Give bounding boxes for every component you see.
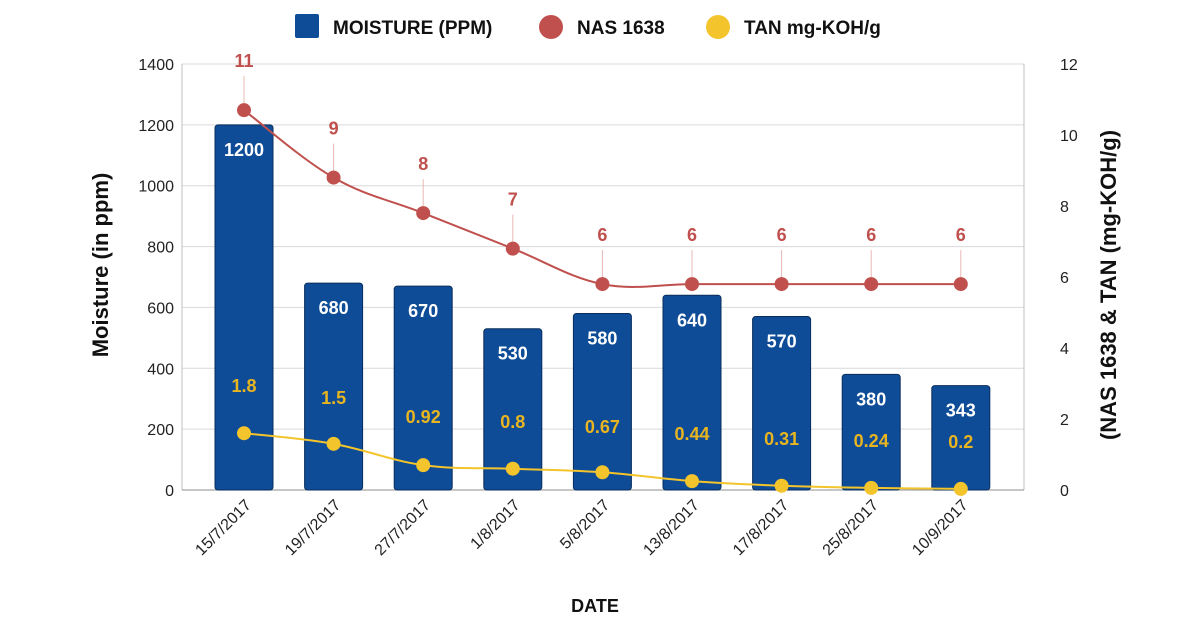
- tan-series: 1.8 1.5 0.92 0.8 0.67 0.44 0.31 0.24 0.2: [231, 376, 973, 496]
- tan-point: [326, 436, 341, 451]
- nas-point: [595, 277, 610, 292]
- legend-nas-label: NAS 1638: [577, 18, 665, 39]
- moisture-bar-label: 580: [587, 329, 617, 349]
- x-tick-label: 15/7/2017: [192, 497, 254, 559]
- x-tick-label: 25/8/2017: [820, 497, 882, 559]
- moisture-bar-label: 380: [856, 389, 886, 409]
- nas-data-label: 6: [687, 225, 697, 245]
- x-tick-label: 10/9/2017: [909, 497, 971, 559]
- x-tick-label: 1/8/2017: [468, 497, 524, 553]
- nas-point: [953, 277, 968, 292]
- tan-data-label: 0.92: [406, 407, 441, 427]
- nas-data-label: 6: [597, 225, 607, 245]
- tan-data-label: 0.2: [948, 432, 973, 452]
- nas-point: [416, 206, 431, 221]
- x-tick-label: 17/8/2017: [730, 497, 792, 559]
- moisture-bar: [393, 285, 453, 491]
- tan-data-label: 0.67: [585, 417, 620, 437]
- moisture-bars: 1200 680 670 530 580 640 570 380 343: [214, 124, 991, 491]
- legend-tan-swatch: [706, 15, 730, 39]
- moisture-bar-label: 570: [767, 332, 797, 352]
- tan-data-label: 0.8: [500, 412, 525, 432]
- moisture-bar-label: 680: [319, 298, 349, 318]
- moisture-bar: [304, 282, 364, 491]
- moisture-bar: [662, 294, 722, 491]
- moisture-bar-label: 1200: [224, 140, 264, 160]
- y2-tick-label: 2: [1060, 412, 1069, 429]
- moisture-bar-label: 343: [946, 401, 976, 421]
- legend-tan-label: TAN mg-KOH/g: [744, 18, 881, 39]
- legend-nas-swatch: [539, 15, 563, 39]
- y-tick-label: 0: [165, 483, 174, 500]
- moisture-bar-label: 670: [408, 301, 438, 321]
- nas-data-label: 6: [956, 225, 966, 245]
- y2-tick-label: 12: [1060, 57, 1078, 74]
- moisture-bar-label: 530: [498, 344, 528, 364]
- legend-moisture-swatch: [295, 14, 319, 38]
- nas-point: [774, 277, 789, 292]
- y-tick-label: 1400: [138, 57, 174, 74]
- nas-point: [237, 103, 251, 118]
- y-axis-title: Moisture (in ppm): [88, 173, 113, 358]
- nas-point: [505, 241, 520, 256]
- nas-data-label: 11: [234, 51, 253, 71]
- tan-data-label: 1.8: [231, 376, 256, 396]
- y2-axis-title: (NAS 1638 & TAN (mg-KOH/g): [1096, 130, 1121, 440]
- x-tick-label: 27/7/2017: [372, 497, 434, 559]
- tan-point: [595, 465, 610, 480]
- tan-point: [864, 480, 879, 495]
- tan-data-label: 0.24: [854, 431, 889, 451]
- nas-data-label: 6: [777, 225, 787, 245]
- tan-point: [416, 458, 431, 473]
- tan-data-label: 1.5: [321, 388, 346, 408]
- tan-point: [774, 478, 789, 493]
- moisture-bar: [572, 313, 632, 491]
- x-axis-title: DATE: [571, 596, 619, 616]
- tan-data-label: 0.44: [674, 424, 709, 444]
- x-tick-label: 13/8/2017: [640, 497, 702, 559]
- x-tick-label: 5/8/2017: [557, 497, 613, 553]
- tan-point: [505, 461, 520, 476]
- tan-point: [953, 481, 968, 496]
- nas-series: 11 9 8 7 6 6 6 6 6: [234, 51, 968, 292]
- nas-point: [685, 277, 699, 292]
- y2-tick-label: 6: [1060, 270, 1069, 287]
- moisture-bar: [483, 328, 543, 491]
- legend-moisture-label: MOISTURE (PPM): [333, 18, 492, 39]
- tan-data-label: 0.31: [764, 429, 799, 449]
- nas-data-label: 9: [329, 119, 339, 139]
- y2-tick-label: 10: [1060, 128, 1078, 145]
- nas-data-label: 6: [866, 225, 876, 245]
- y-tick-label: 400: [147, 361, 174, 378]
- y2-tick-label: 8: [1060, 199, 1069, 216]
- moisture-bar-label: 640: [677, 310, 707, 330]
- x-tick-label: 19/7/2017: [282, 497, 344, 559]
- y-tick-label: 1000: [138, 179, 174, 196]
- y2-tick-label: 4: [1060, 341, 1069, 358]
- legend: MOISTURE (PPM) NAS 1638 TAN mg-KOH/g: [295, 14, 881, 39]
- nas-data-label: 8: [418, 154, 428, 174]
- nas-point: [864, 277, 879, 292]
- nas-point: [326, 170, 341, 185]
- y-tick-label: 600: [147, 300, 174, 317]
- tan-point: [685, 474, 699, 489]
- x-tick-labels: 15/7/2017 19/7/2017 27/7/2017 1/8/2017 5/8/2…: [192, 497, 971, 559]
- moisture-bar: [214, 124, 274, 491]
- y2-tick-label: 0: [1060, 483, 1069, 500]
- y-tick-label: 1200: [138, 118, 174, 135]
- y-tick-label: 800: [147, 240, 174, 257]
- tan-point: [237, 426, 251, 441]
- nas-data-label: 7: [508, 190, 518, 210]
- y-tick-label: 200: [147, 422, 174, 439]
